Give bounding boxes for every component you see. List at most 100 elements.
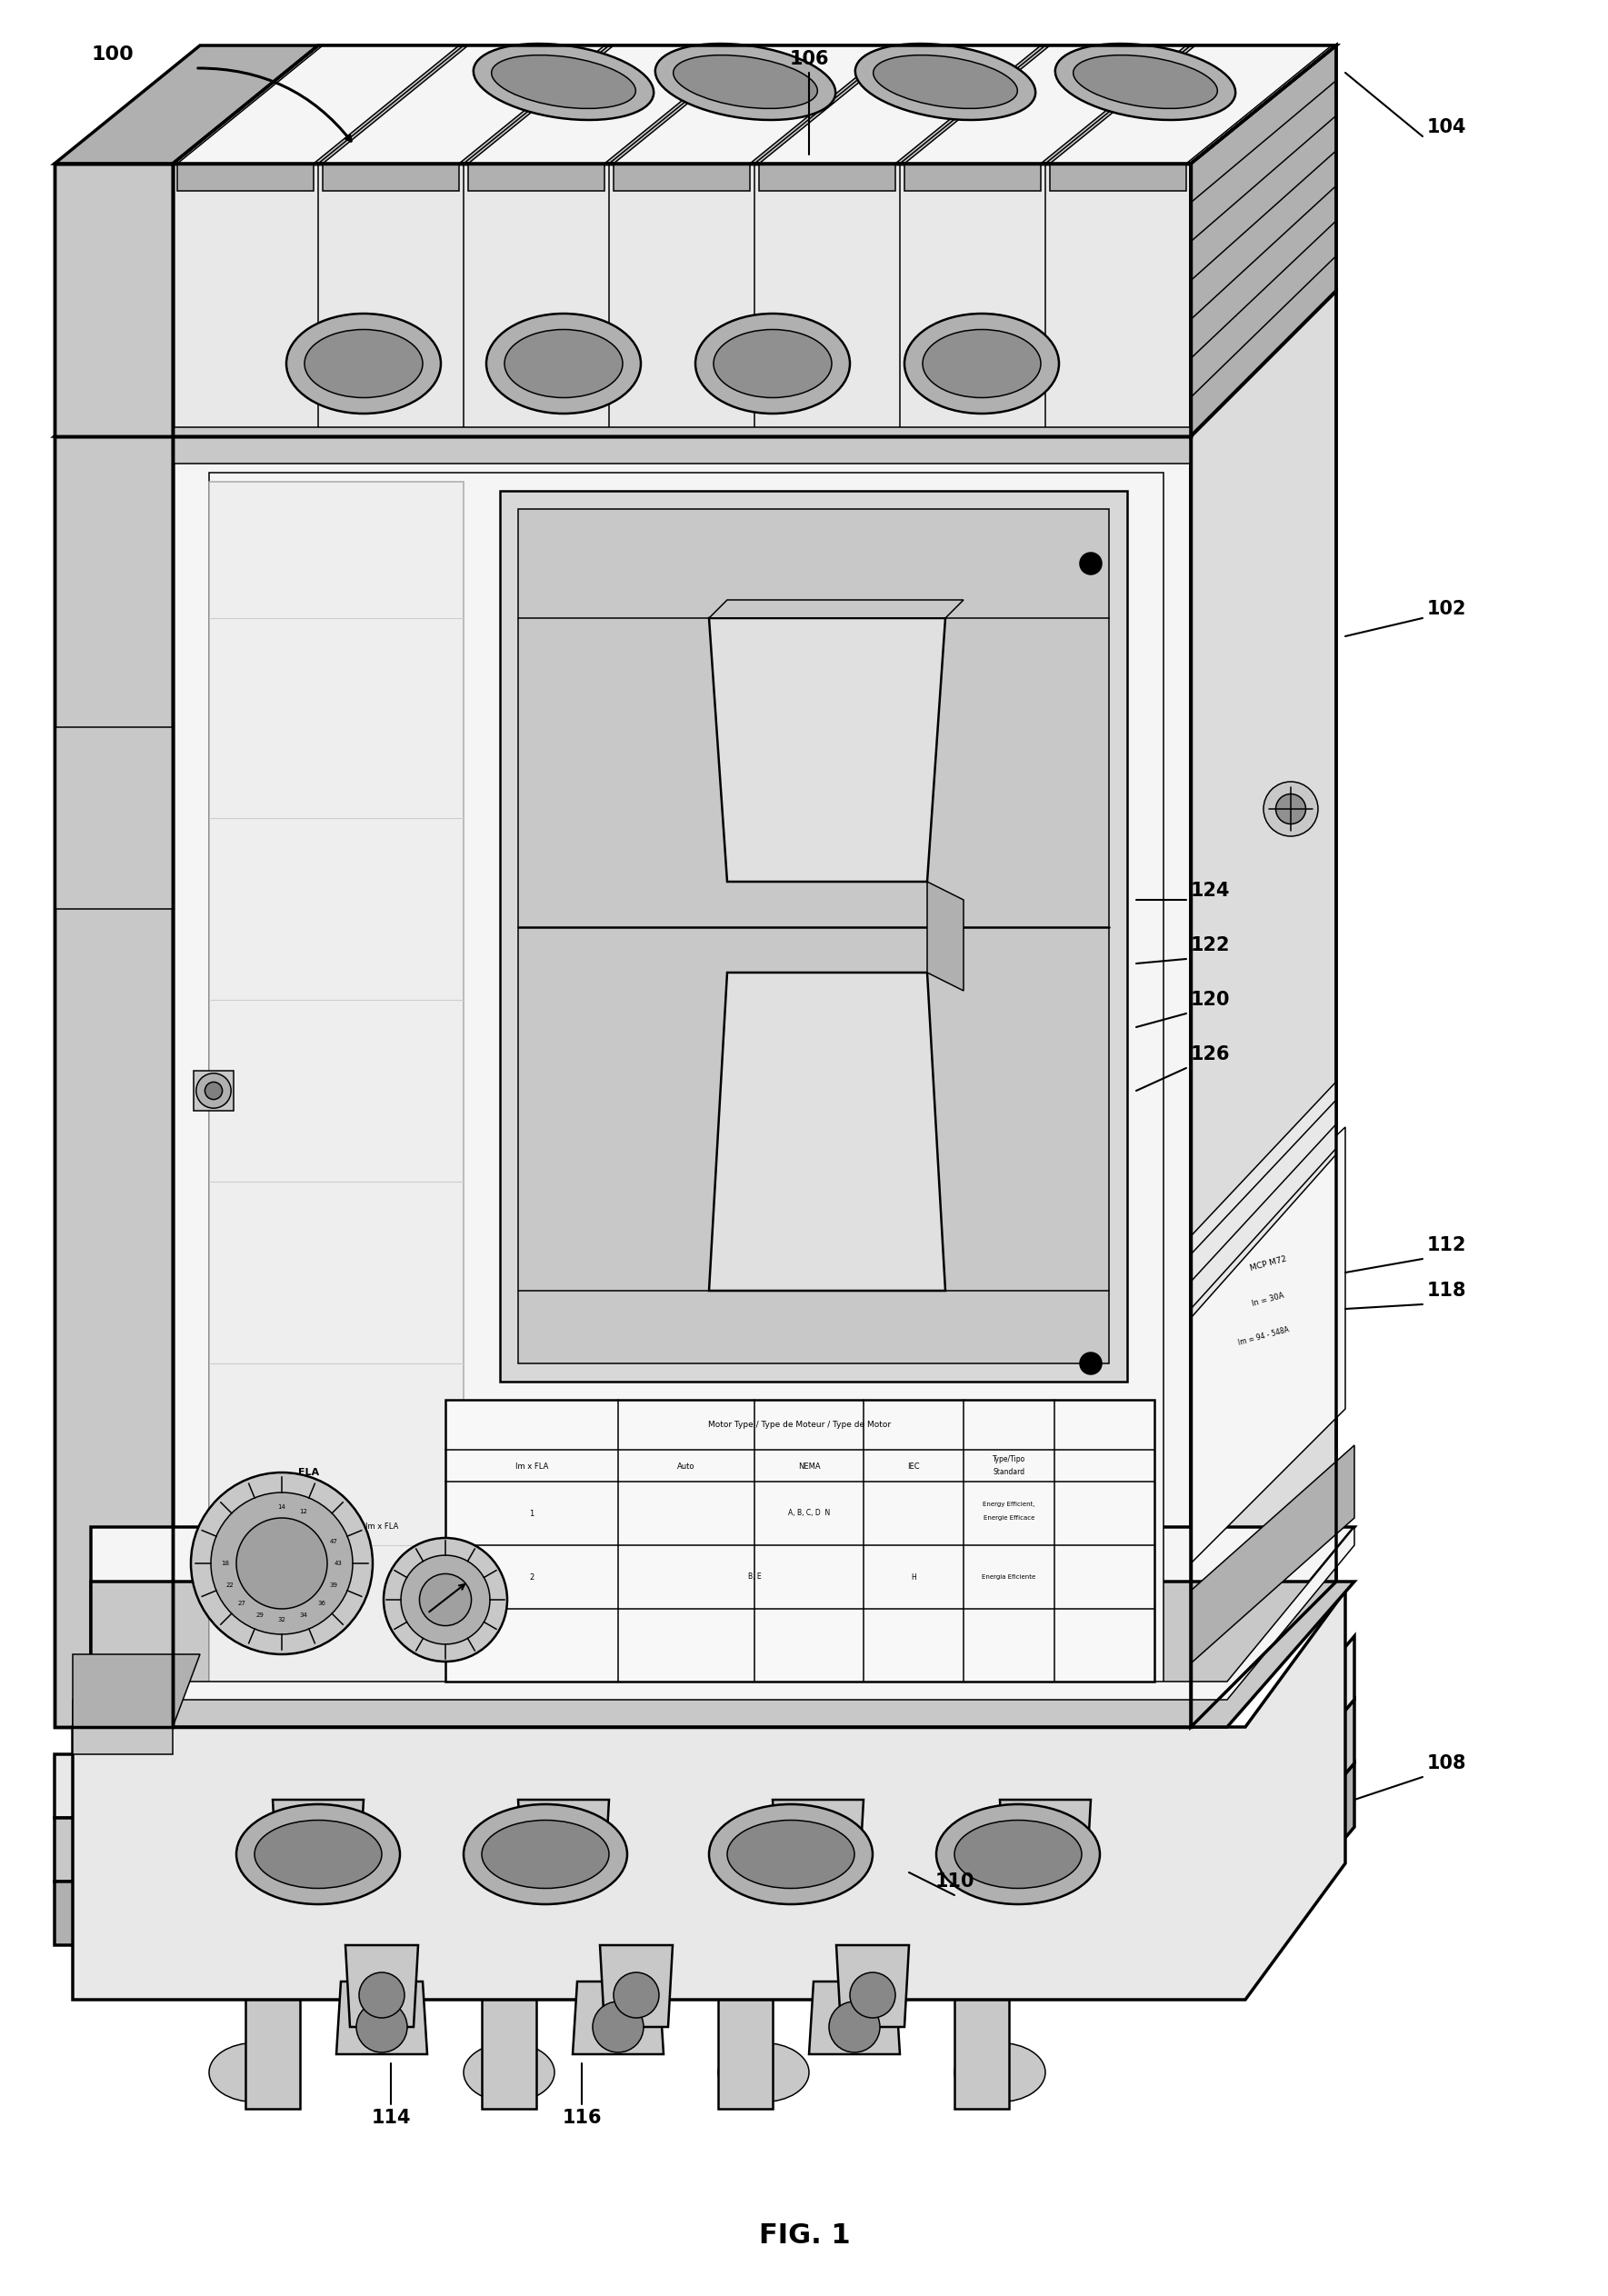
Polygon shape — [772, 1800, 863, 1880]
Polygon shape — [55, 163, 172, 436]
Text: 34: 34 — [299, 1612, 307, 1619]
Ellipse shape — [254, 1821, 381, 1887]
Ellipse shape — [1073, 55, 1217, 108]
Circle shape — [196, 1072, 232, 1109]
Text: 14: 14 — [278, 1504, 286, 1511]
Polygon shape — [600, 1945, 672, 2027]
Text: 104: 104 — [1428, 117, 1466, 135]
Ellipse shape — [654, 44, 836, 119]
Ellipse shape — [482, 1821, 609, 1887]
Polygon shape — [719, 2000, 772, 2108]
Ellipse shape — [463, 1805, 627, 1903]
Polygon shape — [273, 1800, 363, 1880]
Polygon shape — [1192, 1444, 1354, 1662]
Text: 47: 47 — [330, 1538, 338, 1545]
Polygon shape — [482, 2000, 537, 2108]
Text: 120: 120 — [1192, 992, 1230, 1008]
Polygon shape — [209, 482, 463, 1690]
Polygon shape — [72, 1655, 199, 1727]
Polygon shape — [759, 163, 896, 191]
Text: 36: 36 — [317, 1600, 326, 1605]
Ellipse shape — [1013, 1830, 1077, 1878]
Polygon shape — [928, 882, 963, 992]
Ellipse shape — [904, 315, 1060, 413]
Ellipse shape — [674, 55, 817, 108]
Text: NEMA: NEMA — [798, 1463, 820, 1469]
Polygon shape — [92, 1527, 1354, 1681]
Text: 32: 32 — [278, 1616, 286, 1623]
Ellipse shape — [532, 1830, 595, 1878]
Polygon shape — [614, 46, 896, 163]
Text: Standard: Standard — [994, 1469, 1024, 1476]
Circle shape — [1264, 781, 1319, 836]
Text: 122: 122 — [1192, 937, 1230, 955]
Text: 2: 2 — [529, 1573, 534, 1582]
Polygon shape — [346, 1945, 418, 2027]
Polygon shape — [445, 1401, 1155, 1681]
Text: 126: 126 — [1192, 1045, 1230, 1063]
Text: 106: 106 — [790, 51, 828, 69]
Polygon shape — [709, 974, 946, 1290]
Polygon shape — [468, 163, 605, 191]
Text: Motor Type / Type de Moteur / Type de Motor: Motor Type / Type de Moteur / Type de Mo… — [709, 1421, 891, 1428]
Polygon shape — [55, 1637, 1354, 1818]
Polygon shape — [809, 1981, 900, 2055]
Text: In = 30A: In = 30A — [1251, 1293, 1285, 1309]
Ellipse shape — [304, 331, 423, 397]
Text: Energie Efficace: Energie Efficace — [984, 1515, 1034, 1520]
Polygon shape — [572, 1981, 664, 2055]
Circle shape — [236, 1518, 328, 1609]
Polygon shape — [836, 1945, 909, 2027]
Polygon shape — [468, 46, 749, 163]
Ellipse shape — [492, 55, 635, 108]
Text: B, E: B, E — [748, 1573, 761, 1582]
Polygon shape — [500, 491, 1127, 1382]
Circle shape — [400, 1554, 490, 1644]
Ellipse shape — [463, 2043, 555, 2101]
Ellipse shape — [286, 1830, 351, 1878]
Ellipse shape — [505, 331, 622, 397]
Text: Auto: Auto — [677, 1463, 695, 1469]
Text: 29: 29 — [256, 1612, 264, 1619]
Polygon shape — [246, 2000, 301, 2108]
Polygon shape — [55, 728, 172, 909]
Ellipse shape — [786, 1830, 851, 1878]
Text: 43: 43 — [334, 1561, 343, 1566]
Text: 124: 124 — [1192, 882, 1230, 900]
Polygon shape — [92, 1582, 1354, 1727]
Text: Type/Tipo: Type/Tipo — [992, 1456, 1026, 1463]
Circle shape — [1081, 1352, 1101, 1375]
Polygon shape — [709, 618, 946, 882]
Ellipse shape — [727, 1821, 854, 1887]
Polygon shape — [172, 427, 1192, 464]
Text: 39: 39 — [330, 1582, 338, 1587]
Ellipse shape — [286, 315, 441, 413]
Ellipse shape — [719, 2043, 809, 2101]
Circle shape — [357, 2002, 407, 2053]
Text: Energy Efficient,: Energy Efficient, — [982, 1502, 1036, 1506]
Ellipse shape — [1055, 44, 1235, 119]
Circle shape — [384, 1538, 507, 1662]
Text: 116: 116 — [561, 2108, 601, 2126]
Text: FLA: FLA — [299, 1467, 320, 1476]
Circle shape — [1275, 794, 1306, 824]
Polygon shape — [518, 1800, 609, 1880]
Circle shape — [191, 1472, 373, 1655]
Circle shape — [851, 1972, 896, 2018]
Ellipse shape — [936, 1805, 1100, 1903]
Polygon shape — [1192, 1127, 1346, 1564]
Polygon shape — [172, 46, 1336, 163]
Ellipse shape — [714, 331, 831, 397]
Polygon shape — [1192, 1081, 1336, 1318]
Text: 108: 108 — [1428, 1754, 1466, 1773]
Polygon shape — [336, 1981, 428, 2055]
Text: 112: 112 — [1428, 1235, 1466, 1254]
Circle shape — [1081, 553, 1101, 574]
Polygon shape — [92, 1527, 1354, 1699]
Ellipse shape — [923, 331, 1040, 397]
Text: 114: 114 — [371, 2108, 410, 2126]
Text: Im x FLA: Im x FLA — [515, 1463, 548, 1469]
Ellipse shape — [955, 1821, 1082, 1887]
Circle shape — [211, 1492, 352, 1635]
Polygon shape — [1192, 292, 1336, 1727]
